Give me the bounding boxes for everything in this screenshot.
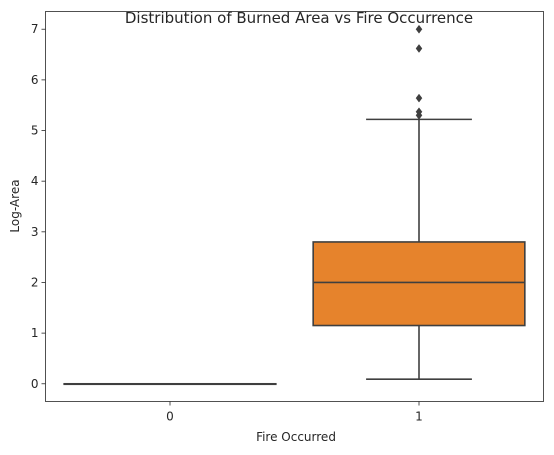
y-tick-label: 6	[31, 73, 39, 87]
y-tick-label: 3	[31, 225, 39, 239]
y-tick-label: 5	[31, 124, 39, 138]
y-tick-label: 2	[31, 275, 39, 289]
box-1	[312, 24, 526, 381]
box-body	[312, 241, 526, 327]
x-tick-label: 1	[415, 410, 423, 424]
outlier-point	[415, 93, 423, 103]
y-axis-label: Log-Area	[8, 179, 22, 232]
x-tick-label: 0	[166, 410, 174, 424]
y-tick-label: 1	[31, 326, 39, 340]
y-axis: 0 1 2 3 4 5 6 7	[31, 22, 46, 391]
y-tick-label: 7	[31, 22, 39, 36]
plot-area	[63, 24, 526, 386]
y-tick-label: 4	[31, 174, 39, 188]
outlier-point	[415, 107, 423, 117]
chart-title: Distribution of Burned Area vs Fire Occu…	[125, 9, 473, 27]
y-tick-label: 0	[31, 377, 39, 391]
plot-frame	[45, 11, 544, 402]
outlier-point	[415, 24, 423, 34]
x-axis-label: Fire Occurred	[256, 430, 336, 444]
box-0	[63, 382, 277, 386]
outlier-point	[415, 44, 423, 53]
